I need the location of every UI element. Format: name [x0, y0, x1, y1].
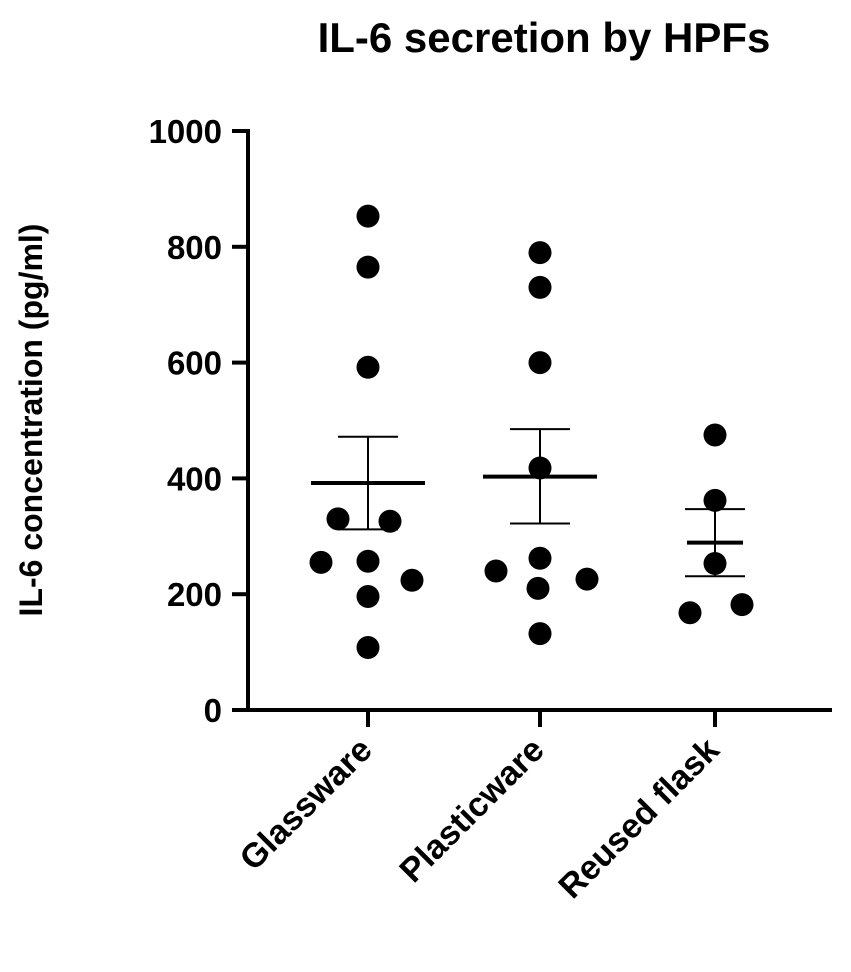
- data-point: [309, 550, 333, 574]
- data-point: [378, 509, 402, 533]
- data-point: [703, 423, 727, 447]
- data-point: [400, 568, 424, 592]
- y-ticks: 0 200 400 600 800 1000: [149, 113, 248, 729]
- x-tick-label: Plasticware: [392, 731, 551, 890]
- data-point: [356, 635, 380, 659]
- data-point: [326, 507, 350, 531]
- data-point: [575, 567, 599, 591]
- x-ticks: Glassware Plasticware Reused flask: [232, 710, 727, 906]
- data-groups: [309, 204, 754, 659]
- data-point: [356, 585, 380, 609]
- data-point: [356, 549, 380, 573]
- data-point: [528, 241, 552, 265]
- data-point: [484, 559, 508, 583]
- y-tick-label: 400: [167, 460, 222, 497]
- data-point: [703, 488, 727, 512]
- data-point: [528, 275, 552, 299]
- group-plasticware: [483, 241, 599, 646]
- y-tick-label: 600: [167, 345, 222, 382]
- chart-title: IL-6 secretion by HPFs: [318, 14, 771, 61]
- data-point: [526, 576, 550, 600]
- y-tick-label: 800: [167, 229, 222, 266]
- y-tick-label: 1000: [149, 113, 222, 150]
- group-reused-flask: [678, 423, 754, 625]
- group-glassware: [309, 204, 425, 659]
- x-tick-label: Glassware: [232, 731, 379, 878]
- data-point: [356, 204, 380, 228]
- data-point: [528, 546, 552, 570]
- data-point: [528, 351, 552, 375]
- data-point: [678, 601, 702, 625]
- data-point: [356, 255, 380, 279]
- data-point: [730, 593, 754, 617]
- y-tick-label: 200: [167, 576, 222, 613]
- data-point: [528, 622, 552, 646]
- x-tick-label: Reused flask: [551, 731, 726, 906]
- y-axis-label: IL-6 concentration (pg/ml): [13, 224, 49, 617]
- data-point: [356, 355, 380, 379]
- y-tick-label: 0: [204, 692, 222, 729]
